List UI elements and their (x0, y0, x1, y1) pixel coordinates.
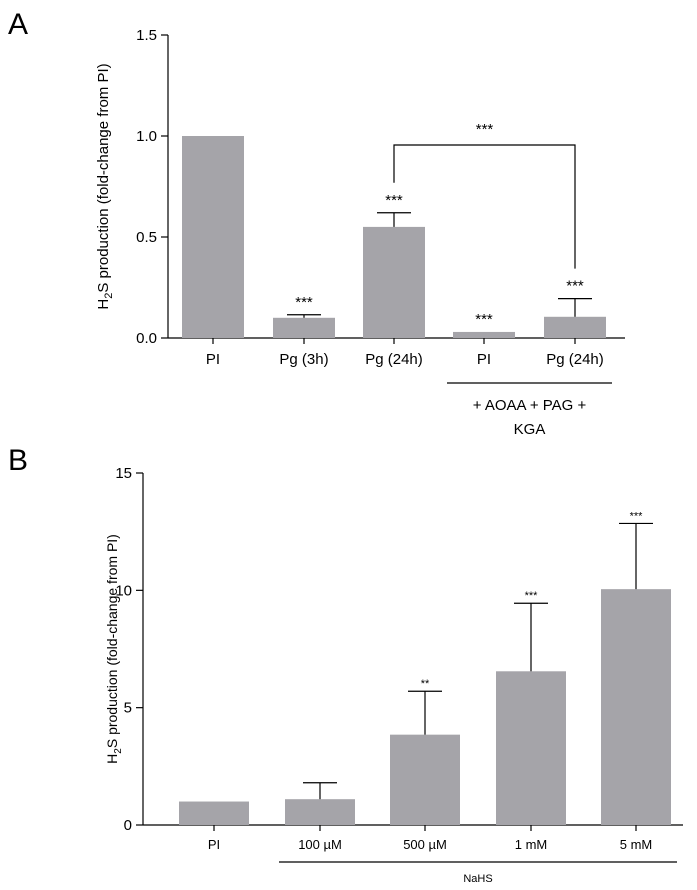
panel-b-y-axis-label: H2S production (fold-change from PI) (104, 534, 124, 764)
panel-a-y-tick-label: 0.0 (136, 330, 157, 347)
panel-b-bar (390, 734, 460, 825)
panel-a-letter: A (8, 8, 28, 41)
panel-a-group-label: + AOAA + PAG + (473, 397, 587, 414)
panel-b-y-tick-label: 5 (124, 700, 132, 717)
panel-b-category-label: 5 mM (620, 837, 653, 852)
panel-b-category-label: PI (208, 837, 220, 852)
panel-b-category-label: 1 mM (515, 837, 548, 852)
panel-a-category-label: PI (206, 351, 220, 368)
panel-a-y-axis-label: H2S production (fold-change from PI) (95, 63, 115, 309)
panel-a-significance-label: *** (385, 192, 403, 209)
panel-b-significance-label: *** (525, 590, 539, 602)
panel-a-y-tick-label: 1.5 (136, 27, 157, 44)
panel-b-letter: B (8, 444, 28, 477)
panel-a-category-label: Pg (24h) (365, 351, 423, 368)
panel-a-bar (273, 317, 335, 338)
panel-b-significance-label: *** (630, 510, 644, 522)
panel-a-bar (453, 331, 515, 338)
panel-b-y-tick-label: 10 (115, 582, 132, 599)
panel-a-category-label: Pg (24h) (546, 351, 604, 368)
panel-b-bar (179, 801, 249, 825)
panel-b-category-label: 100 µM (298, 837, 342, 852)
panel-a-y-tick-label: 1.0 (136, 128, 157, 145)
panel-a-significance-label: *** (475, 311, 493, 328)
panel-a-category-label: PI (477, 351, 491, 368)
panel-a-category-label: Pg (3h) (279, 351, 328, 368)
panel-b-category-label: 500 µM (403, 837, 447, 852)
panel-b-bar (496, 671, 566, 825)
panel-a-bar (363, 226, 425, 338)
panel-a-bar (182, 136, 244, 338)
panel-a-group-label: KGA (514, 421, 546, 438)
panel-b-bar (285, 799, 355, 825)
panel-a-y-tick-label: 0.5 (136, 229, 157, 246)
panel-a-comparison-label: *** (476, 121, 494, 138)
panel-b-y-tick-label: 0 (124, 817, 132, 834)
panel-a-significance-label: *** (566, 278, 584, 295)
panel-a-comparison-bracket (393, 144, 576, 269)
panel-b-significance-label: ** (421, 678, 430, 690)
panel-b-bar (601, 589, 671, 825)
panel-a: A 0.0 0.5 1.0 1.5 H2S production (fold-chang… (8, 8, 625, 438)
panel-b: B 0 5 10 15 H2S production (fold-change from… (8, 444, 683, 885)
panel-a-bar (544, 316, 606, 338)
panel-a-significance-label: *** (295, 294, 313, 311)
panel-b-group-label: NaHS (463, 873, 492, 885)
panel-b-y-tick-label: 15 (115, 465, 132, 482)
